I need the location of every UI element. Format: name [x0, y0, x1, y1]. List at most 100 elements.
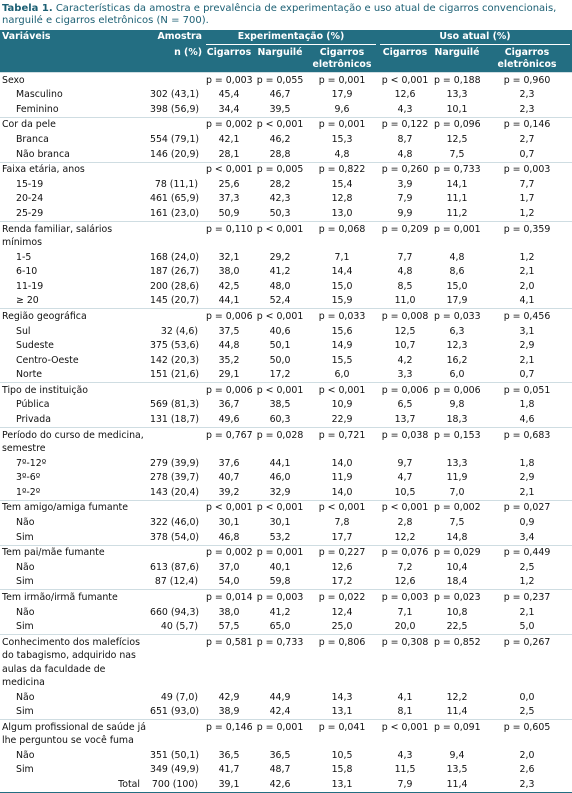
sample-cell: 279 (39,9): [150, 457, 200, 469]
data-row: Não 322 (46,0) 30,1 30,1 7,8 2,8 7,5 0,9: [0, 515, 572, 530]
value-cell: 42,1: [218, 133, 240, 145]
row-label: Masculino: [16, 89, 63, 101]
data-row: Centro-Oeste 142 (20,3) 35,2 50,0 15,5 4,2 16,…: [0, 353, 572, 368]
p-value: p = 0,188: [432, 71, 482, 88]
value-cell: 57,5: [218, 621, 240, 633]
p-value: p = 0,308: [378, 634, 432, 690]
value-cell: 34,4: [218, 103, 240, 115]
group-row: Tem pai/mãe fumante p = 0,002 p = 0,001 p =…: [0, 544, 572, 561]
value-cell: 50,3: [269, 207, 291, 219]
header-cell: Cigarros eletrônicos: [306, 46, 378, 73]
value-cell: 15,5: [331, 354, 353, 366]
value-cell: 15,3: [331, 133, 353, 145]
value-cell: 50,9: [218, 207, 240, 219]
value-cell: 7,7: [397, 251, 413, 263]
value-cell: 42,4: [269, 706, 291, 718]
row-label: Sim: [16, 764, 34, 776]
value-cell: 5,0: [519, 621, 535, 633]
value-cell: 46,7: [269, 89, 291, 101]
row-label: Renda familiar, salários mínimos: [0, 220, 148, 250]
value-cell: 37,6: [218, 457, 240, 469]
value-cell: 45,4: [218, 89, 240, 101]
sample-cell: 378 (54,0): [150, 531, 200, 543]
empty-cell: [148, 308, 204, 324]
value-cell: 30,1: [218, 517, 240, 529]
row-label: Sim: [16, 531, 34, 543]
sample-cell: 651 (93,0): [150, 706, 200, 718]
sample-cell: 32 (4,6): [160, 325, 198, 337]
row-label: Não: [16, 517, 35, 529]
value-cell: 15,0: [331, 280, 353, 292]
p-value: p < 0,001: [254, 382, 306, 398]
value-cell: 3,4: [519, 531, 535, 543]
value-cell: 11,5: [394, 764, 416, 776]
p-value: p < 0,001: [204, 161, 254, 178]
p-value: p = 0,051: [482, 382, 572, 398]
value-cell: 13,3: [446, 457, 468, 469]
p-value: p = 0,153: [432, 427, 482, 457]
sample-cell: 145 (20,7): [150, 295, 200, 307]
row-label: Sul: [16, 325, 31, 337]
value-cell: 9,8: [449, 399, 465, 411]
row-label: Tem pai/mãe fumante: [0, 544, 148, 561]
p-value: p = 0,960: [482, 71, 572, 88]
value-cell: 22,5: [446, 621, 468, 633]
value-cell: 42,6: [254, 777, 306, 793]
row-label: 15-19: [16, 178, 44, 190]
row-label: Conhecimento dos malefícios do tabagismo…: [0, 634, 148, 690]
p-value: p = 0,027: [482, 499, 572, 516]
value-cell: 42,3: [269, 193, 291, 205]
value-cell: 3,1: [519, 325, 535, 337]
value-cell: 2,7: [519, 133, 535, 145]
p-value: p = 0,014: [204, 589, 254, 605]
sample-cell: 200 (28,6): [150, 280, 200, 292]
sample-cell: 151 (21,6): [150, 369, 200, 381]
value-cell: 10,5: [331, 749, 353, 761]
value-cell: 2,8: [397, 517, 413, 529]
value-cell: 4,8: [449, 251, 465, 263]
sample-cell: 554 (79,1): [150, 133, 200, 145]
p-value: p = 0,006: [432, 382, 482, 398]
p-value: p = 0,001: [306, 116, 378, 133]
data-row: Não 49 (7,0) 42,9 44,9 14,3 4,1 12,2 0,0: [0, 690, 572, 705]
value-cell: 12,5: [394, 325, 416, 337]
p-value: p = 0,806: [306, 634, 378, 690]
header-group-title: Uso atual (%): [380, 31, 571, 45]
caption: Tabela 1. Características da amostra e p…: [0, 0, 572, 30]
row-label: Sim: [16, 621, 34, 633]
data-row: 3º-6º 278 (39,7) 40,7 46,0 11,9 4,7 11,9 2,9: [0, 471, 572, 486]
value-cell: 9,6: [334, 103, 350, 115]
sample-cell: 142 (20,3): [150, 354, 200, 366]
value-cell: 48,0: [269, 280, 291, 292]
group-row: Cor da pele p = 0,002 p < 0,001 p = 0,001 p …: [0, 116, 572, 133]
header-row: n (%) Cigarros Narguilé Cigarros eletrônic…: [0, 46, 572, 73]
sample-cell: 49 (7,0): [160, 691, 198, 703]
p-value: p = 0,005: [254, 161, 306, 178]
empty-cell: [148, 116, 204, 133]
header-cell: Variáveis: [0, 30, 148, 73]
data-row: Sudeste 375 (53,6) 44,8 50,1 14,9 10,7 12,3 2,9: [0, 339, 572, 354]
value-cell: 29,1: [218, 369, 240, 381]
value-cell: 28,8: [269, 148, 291, 160]
row-label: Sudeste: [16, 340, 54, 352]
row-label: 1-5: [16, 251, 32, 263]
value-cell: 14,8: [446, 531, 468, 543]
value-cell: 8,6: [449, 266, 465, 278]
value-cell: 12,8: [331, 193, 353, 205]
p-value: p = 0,110: [204, 220, 254, 250]
p-value: p = 0,449: [482, 544, 572, 561]
value-cell: 38,9: [218, 706, 240, 718]
value-cell: 12,6: [331, 561, 353, 573]
sample-cell: 569 (81,3): [150, 399, 200, 411]
row-label: Sexo: [0, 71, 148, 88]
value-cell: 44,8: [218, 340, 240, 352]
value-cell: 4,6: [519, 414, 535, 426]
p-value: p = 0,267: [482, 634, 572, 690]
data-row: 25-29 161 (23,0) 50,9 50,3 13,0 9,9 11,2 1,2: [0, 206, 572, 221]
p-value: p = 0,029: [432, 544, 482, 561]
sample-cell: 349 (49,9): [150, 764, 200, 776]
value-cell: 18,4: [446, 576, 468, 588]
empty-cell: [148, 427, 204, 457]
row-label: 1º-2º: [16, 486, 41, 498]
